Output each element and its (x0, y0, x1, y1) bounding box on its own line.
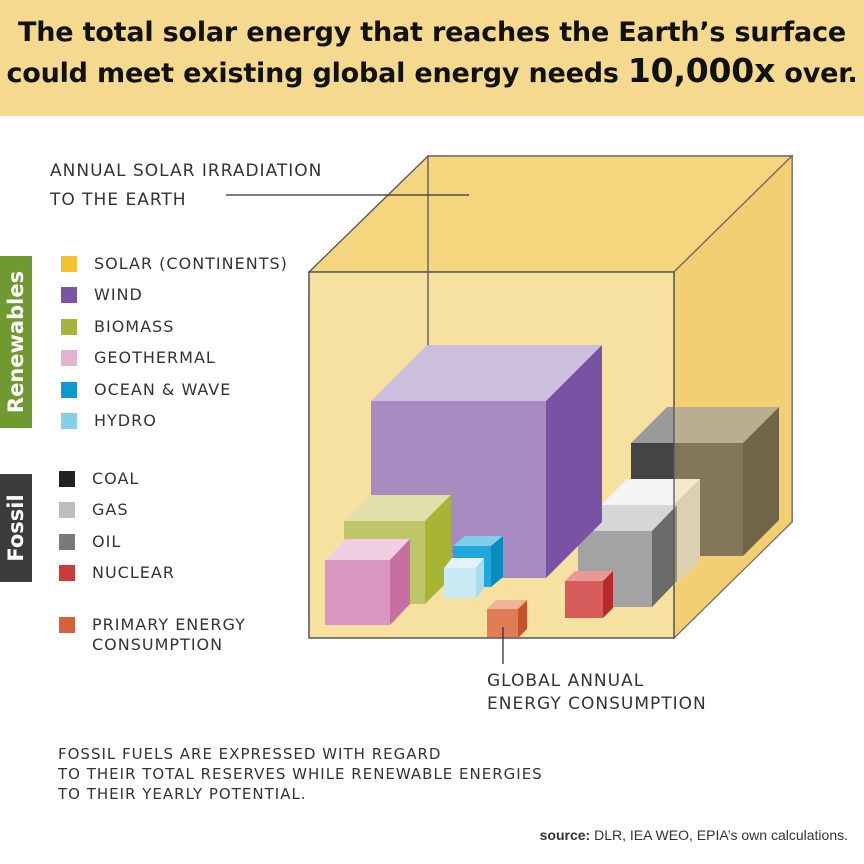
global-consumption-line-1: GLOBAL ANNUAL (487, 671, 645, 691)
legend-swatch-nuclear (59, 565, 75, 581)
legend-swatch-coal (59, 471, 75, 487)
global-consumption-line-2: ENERGY CONSUMPTION (487, 694, 707, 714)
legend-swatch-consumption (59, 617, 75, 633)
fossil-category-label: Fossil (4, 494, 28, 562)
headline-line-2-end: over. (784, 58, 858, 89)
headline-line-2-start: could meet existing global energy needs (6, 58, 619, 89)
legend-swatch-oil (59, 534, 75, 550)
solar-cube-front-edge (308, 271, 675, 639)
legend-swatch-geothermal (61, 350, 77, 366)
legend-swatch-ocean-wave (61, 382, 77, 398)
global-consumption-label: GLOBAL ANNUAL ENERGY CONSUMPTION (487, 670, 707, 716)
legend-label-solar: SOLAR (CONTINENTS) (94, 254, 288, 273)
headline: The total solar energy that reaches the … (0, 14, 864, 93)
legend-label-gas: GAS (92, 500, 129, 519)
fossil-category-tab: Fossil (0, 474, 32, 582)
legend-label-oil: OIL (92, 532, 122, 551)
legend-label-consumption: PRIMARY ENERGY CONSUMPTION (92, 615, 246, 655)
legend-label-hydro: HYDRO (94, 411, 157, 430)
hydro-cube (444, 558, 484, 598)
energy-consumption-cube (487, 600, 527, 638)
irradiation-label: ANNUAL SOLAR IRRADIATION TO THE EARTH (50, 157, 322, 215)
legend-label-nuclear: NUCLEAR (92, 563, 175, 582)
headline-highlight: 10,000x (627, 51, 776, 90)
footnote-line-2: TO THEIR TOTAL RESERVES WHILE RENEWABLE … (58, 765, 543, 783)
oil-cube (578, 505, 677, 607)
nuclear-cube (565, 571, 613, 618)
legend-label-biomass: BIOMASS (94, 317, 175, 336)
irradiation-label-line-1: ANNUAL SOLAR IRRADIATION (50, 161, 323, 181)
legend-swatch-wind (61, 287, 77, 303)
source-label: source: (539, 827, 591, 843)
solar-cube-right-glass (674, 156, 792, 638)
footnote-line-1: FOSSIL FUELS ARE EXPRESSED WITH REGARD (58, 745, 442, 763)
legend-label-consumption-line-2: CONSUMPTION (92, 635, 224, 654)
footnote-line-3: TO THEIR YEARLY POTENTIAL. (58, 785, 307, 803)
irradiation-label-line-2: TO THE EARTH (50, 190, 187, 210)
legend-label-wind: WIND (94, 285, 143, 304)
legend-label-ocean-wave: OCEAN & WAVE (94, 380, 232, 399)
header-banner: The total solar energy that reaches the … (0, 0, 864, 116)
legend-swatch-biomass (61, 319, 77, 335)
legend-swatch-gas (59, 502, 75, 518)
renewables-category-label: Renewables (4, 270, 28, 414)
legend-label-consumption-line-1: PRIMARY ENERGY (92, 615, 246, 634)
legend-swatch-hydro (61, 413, 77, 429)
headline-line-2: could meet existing global energy needs … (0, 52, 864, 93)
legend-label-geothermal: GEOTHERMAL (94, 348, 216, 367)
legend-swatch-solar (61, 256, 77, 272)
source-citation: source: DLR, IEA WEO, EPIA’s own calcula… (540, 827, 848, 843)
headline-line-1: The total solar energy that reaches the … (18, 17, 846, 48)
legend-label-coal: COAL (92, 469, 140, 488)
source-text: DLR, IEA WEO, EPIA’s own calculations. (594, 827, 848, 843)
footnote: FOSSIL FUELS ARE EXPRESSED WITH REGARD T… (58, 744, 543, 804)
geothermal-cube (325, 539, 410, 625)
renewables-category-tab: Renewables (0, 256, 32, 428)
